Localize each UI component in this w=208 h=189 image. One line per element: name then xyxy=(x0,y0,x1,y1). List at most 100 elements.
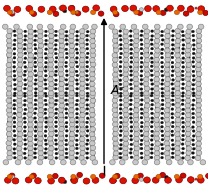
Circle shape xyxy=(6,108,12,113)
Circle shape xyxy=(92,46,95,50)
Circle shape xyxy=(49,37,52,40)
Circle shape xyxy=(28,56,32,59)
Circle shape xyxy=(161,121,163,124)
Circle shape xyxy=(89,141,95,146)
Circle shape xyxy=(164,39,170,44)
Circle shape xyxy=(7,42,11,45)
Circle shape xyxy=(135,97,138,100)
Circle shape xyxy=(75,61,78,64)
Circle shape xyxy=(89,108,95,113)
Circle shape xyxy=(79,136,85,142)
Circle shape xyxy=(165,146,170,151)
Circle shape xyxy=(130,138,133,141)
Circle shape xyxy=(17,126,22,131)
Circle shape xyxy=(192,39,195,42)
Circle shape xyxy=(140,147,143,150)
Circle shape xyxy=(123,126,129,131)
Circle shape xyxy=(65,99,68,101)
Circle shape xyxy=(18,56,21,59)
Circle shape xyxy=(34,107,37,110)
Circle shape xyxy=(165,177,171,183)
Circle shape xyxy=(197,149,200,152)
Circle shape xyxy=(54,130,57,132)
Circle shape xyxy=(113,72,118,77)
Circle shape xyxy=(175,141,181,146)
Circle shape xyxy=(166,116,169,119)
Circle shape xyxy=(69,34,74,39)
Circle shape xyxy=(134,144,137,147)
Circle shape xyxy=(140,125,143,128)
Circle shape xyxy=(71,149,74,152)
Circle shape xyxy=(195,178,197,180)
Circle shape xyxy=(166,97,169,100)
Circle shape xyxy=(13,134,16,137)
Circle shape xyxy=(176,107,181,112)
Circle shape xyxy=(144,122,150,127)
Circle shape xyxy=(16,98,22,103)
Circle shape xyxy=(133,62,139,67)
Circle shape xyxy=(161,143,163,146)
Circle shape xyxy=(140,57,143,59)
Circle shape xyxy=(140,66,143,68)
Circle shape xyxy=(192,79,195,81)
Circle shape xyxy=(181,74,184,77)
Circle shape xyxy=(45,57,48,59)
Circle shape xyxy=(109,178,116,184)
Circle shape xyxy=(151,99,154,102)
Circle shape xyxy=(54,52,57,55)
Circle shape xyxy=(171,125,174,128)
Circle shape xyxy=(80,53,85,58)
Circle shape xyxy=(144,150,150,155)
Circle shape xyxy=(59,91,64,96)
Circle shape xyxy=(145,75,148,78)
Circle shape xyxy=(8,106,12,109)
Circle shape xyxy=(155,80,158,83)
Circle shape xyxy=(119,83,122,86)
Circle shape xyxy=(129,35,132,37)
Circle shape xyxy=(27,24,33,29)
Circle shape xyxy=(6,62,12,67)
Circle shape xyxy=(123,29,129,34)
Circle shape xyxy=(49,144,52,147)
Circle shape xyxy=(79,72,85,77)
Circle shape xyxy=(91,10,96,15)
Circle shape xyxy=(161,134,164,137)
Circle shape xyxy=(192,130,195,132)
Circle shape xyxy=(113,81,119,86)
Circle shape xyxy=(176,121,179,123)
Circle shape xyxy=(124,139,128,143)
Circle shape xyxy=(151,30,154,33)
Circle shape xyxy=(91,56,94,59)
Circle shape xyxy=(113,97,116,100)
Circle shape xyxy=(192,70,195,73)
Circle shape xyxy=(29,46,32,50)
Circle shape xyxy=(112,108,118,113)
Circle shape xyxy=(114,37,118,40)
Circle shape xyxy=(146,42,149,45)
Circle shape xyxy=(192,121,195,124)
Circle shape xyxy=(175,127,180,132)
Circle shape xyxy=(185,108,191,113)
Circle shape xyxy=(146,70,149,73)
Circle shape xyxy=(34,138,37,141)
Circle shape xyxy=(175,93,180,98)
Circle shape xyxy=(181,143,184,146)
Circle shape xyxy=(70,106,73,109)
Circle shape xyxy=(86,87,89,90)
Circle shape xyxy=(65,87,68,90)
Circle shape xyxy=(155,101,158,104)
Circle shape xyxy=(70,101,73,104)
Circle shape xyxy=(24,139,27,141)
Circle shape xyxy=(80,37,83,40)
Circle shape xyxy=(156,46,159,50)
Circle shape xyxy=(192,139,195,141)
Circle shape xyxy=(34,126,37,128)
Circle shape xyxy=(119,34,122,37)
Circle shape xyxy=(7,77,12,82)
Circle shape xyxy=(77,172,82,177)
Circle shape xyxy=(124,56,127,59)
Circle shape xyxy=(140,94,143,97)
Circle shape xyxy=(171,116,174,119)
Circle shape xyxy=(7,112,12,117)
Circle shape xyxy=(59,75,63,78)
